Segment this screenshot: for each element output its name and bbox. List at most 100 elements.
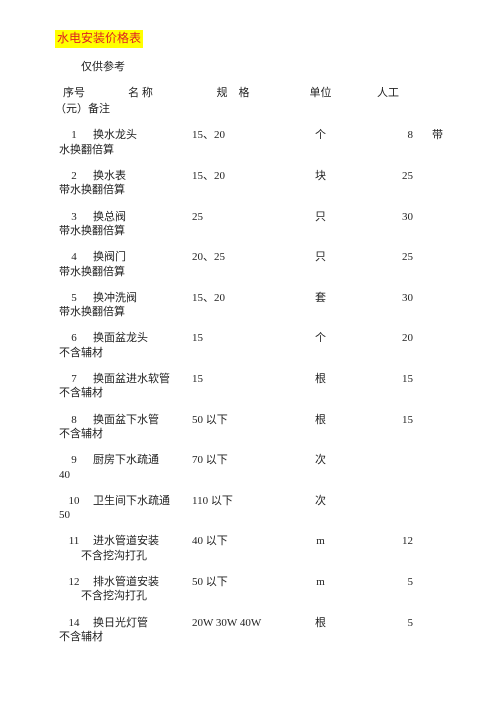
cell-spec: 20W 30W 40W — [188, 616, 278, 630]
cell-remark: 不含辅材 — [55, 346, 460, 360]
cell-unit: 根 — [278, 616, 363, 630]
cell-remark: 不含辅材 — [55, 427, 460, 441]
cell-unit: m — [278, 575, 363, 589]
cell-remark: 带水换翻倍算 — [55, 305, 460, 319]
cell-name: 换阀门 — [93, 250, 188, 264]
cell-remark: 40 — [55, 468, 460, 482]
cell-name: 换面盆龙头 — [93, 331, 188, 345]
cell-num: 2 — [55, 169, 93, 183]
h-line2-suffix: 备注 — [88, 103, 110, 115]
h-line2-prefix: （元） — [55, 103, 88, 115]
cell-spec: 15 — [188, 372, 278, 386]
h-num: 序号 — [55, 86, 93, 100]
table-row: 12排水管道安装50 以下m5 不含挖沟打孔 — [55, 575, 460, 604]
cell-remark: 不含辅材 — [55, 630, 460, 644]
cell-spec: 25 — [188, 210, 278, 224]
table-row: 11进水管道安装40 以下m12 不含挖沟打孔 — [55, 534, 460, 563]
cell-spec: 20、25 — [188, 250, 278, 264]
cell-spec: 50 以下 — [188, 575, 278, 589]
cell-name: 换水龙头 — [93, 128, 188, 142]
cell-price: 5 — [363, 575, 413, 589]
cell-name: 换水表 — [93, 169, 188, 183]
cell-remark: 50 — [55, 508, 460, 522]
table-row: 2换水表15、20块25带水换翻倍算 — [55, 169, 460, 198]
cell-num: 10 — [55, 494, 93, 508]
cell-unit: 套 — [278, 291, 363, 305]
cell-unit: 根 — [278, 372, 363, 386]
cell-price: 15 — [363, 413, 413, 427]
cell-remark: 带水换翻倍算 — [55, 265, 460, 279]
table-row: 6换面盆龙头15个20不含辅材 — [55, 331, 460, 360]
cell-num: 8 — [55, 413, 93, 427]
cell-num: 12 — [55, 575, 93, 589]
cell-price: 30 — [363, 291, 413, 305]
table-row: 14换日光灯管20W 30W 40W根5不含辅材 — [55, 616, 460, 645]
cell-name: 厨房下水疏通 — [93, 453, 188, 467]
cell-remark: 带水换翻倍算 — [55, 183, 460, 197]
cell-spec: 15 — [188, 331, 278, 345]
cell-unit: m — [278, 534, 363, 548]
cell-unit: 只 — [278, 250, 363, 264]
cell-unit: 次 — [278, 453, 363, 467]
h-unit: 单位 — [278, 86, 363, 100]
table-row: 4换阀门20、25只25带水换翻倍算 — [55, 250, 460, 279]
subtitle: 仅供参考 — [81, 60, 460, 74]
cell-name: 换面盆下水管 — [93, 413, 188, 427]
cell-spec: 15、20 — [188, 128, 278, 142]
cell-price: 12 — [363, 534, 413, 548]
cell-price: 30 — [363, 210, 413, 224]
cell-price: 5 — [363, 616, 413, 630]
cell-name: 换总阀 — [93, 210, 188, 224]
cell-num: 1 — [55, 128, 93, 142]
cell-unit: 个 — [278, 331, 363, 345]
cell-unit: 根 — [278, 413, 363, 427]
table-row: 8换面盆下水管50 以下根15不含辅材 — [55, 413, 460, 442]
table-row: 5换冲洗阀15、20套30带水换翻倍算 — [55, 291, 460, 320]
cell-name: 卫生间下水疏通 — [93, 494, 188, 508]
cell-name: 换日光灯管 — [93, 616, 188, 630]
header-row: 序号名 称规 格单位人工 （元）备注 — [55, 86, 460, 117]
cell-num: 7 — [55, 372, 93, 386]
cell-price: 25 — [363, 169, 413, 183]
cell-name: 排水管道安装 — [93, 575, 188, 589]
cell-spec: 15、20 — [188, 291, 278, 305]
cell-extra: 带 — [413, 128, 443, 142]
cell-name: 换冲洗阀 — [93, 291, 188, 305]
cell-price: 25 — [363, 250, 413, 264]
cell-spec: 40 以下 — [188, 534, 278, 548]
doc-title: 水电安装价格表 — [55, 30, 460, 60]
cell-num: 14 — [55, 616, 93, 630]
cell-num: 5 — [55, 291, 93, 305]
title-text: 水电安装价格表 — [55, 30, 143, 48]
cell-price: 8 — [363, 128, 413, 142]
cell-num: 3 — [55, 210, 93, 224]
table-row: 10卫生间下水疏通110 以下次50 — [55, 494, 460, 523]
cell-remark: 不含挖沟打孔 — [55, 589, 460, 603]
cell-spec: 70 以下 — [188, 453, 278, 467]
cell-spec: 15、20 — [188, 169, 278, 183]
cell-spec: 110 以下 — [188, 494, 278, 508]
cell-num: 11 — [55, 534, 93, 548]
h-price: 人工 — [363, 86, 413, 100]
cell-unit: 只 — [278, 210, 363, 224]
table-row: 9厨房下水疏通70 以下次40 — [55, 453, 460, 482]
cell-name: 进水管道安装 — [93, 534, 188, 548]
cell-remark: 不含挖沟打孔 — [55, 549, 460, 563]
cell-remark: 带水换翻倍算 — [55, 224, 460, 238]
table-row: 7换面盆进水软管15根15不含辅材 — [55, 372, 460, 401]
table-row: 1换水龙头15、20个8带水换翻倍算 — [55, 128, 460, 157]
cell-price: 20 — [363, 331, 413, 345]
cell-spec: 50 以下 — [188, 413, 278, 427]
cell-remark: 不含辅材 — [55, 386, 460, 400]
table-row: 3换总阀25只30带水换翻倍算 — [55, 210, 460, 239]
cell-price: 15 — [363, 372, 413, 386]
cell-remark: 水换翻倍算 — [55, 143, 460, 157]
h-name: 名 称 — [93, 86, 188, 100]
cell-unit: 次 — [278, 494, 363, 508]
rows-container: 1换水龙头15、20个8带水换翻倍算2换水表15、20块25带水换翻倍算3换总阀… — [55, 128, 460, 644]
cell-num: 9 — [55, 453, 93, 467]
h-spec: 规 格 — [188, 86, 278, 100]
cell-num: 6 — [55, 331, 93, 345]
cell-unit: 个 — [278, 128, 363, 142]
cell-name: 换面盆进水软管 — [93, 372, 188, 386]
